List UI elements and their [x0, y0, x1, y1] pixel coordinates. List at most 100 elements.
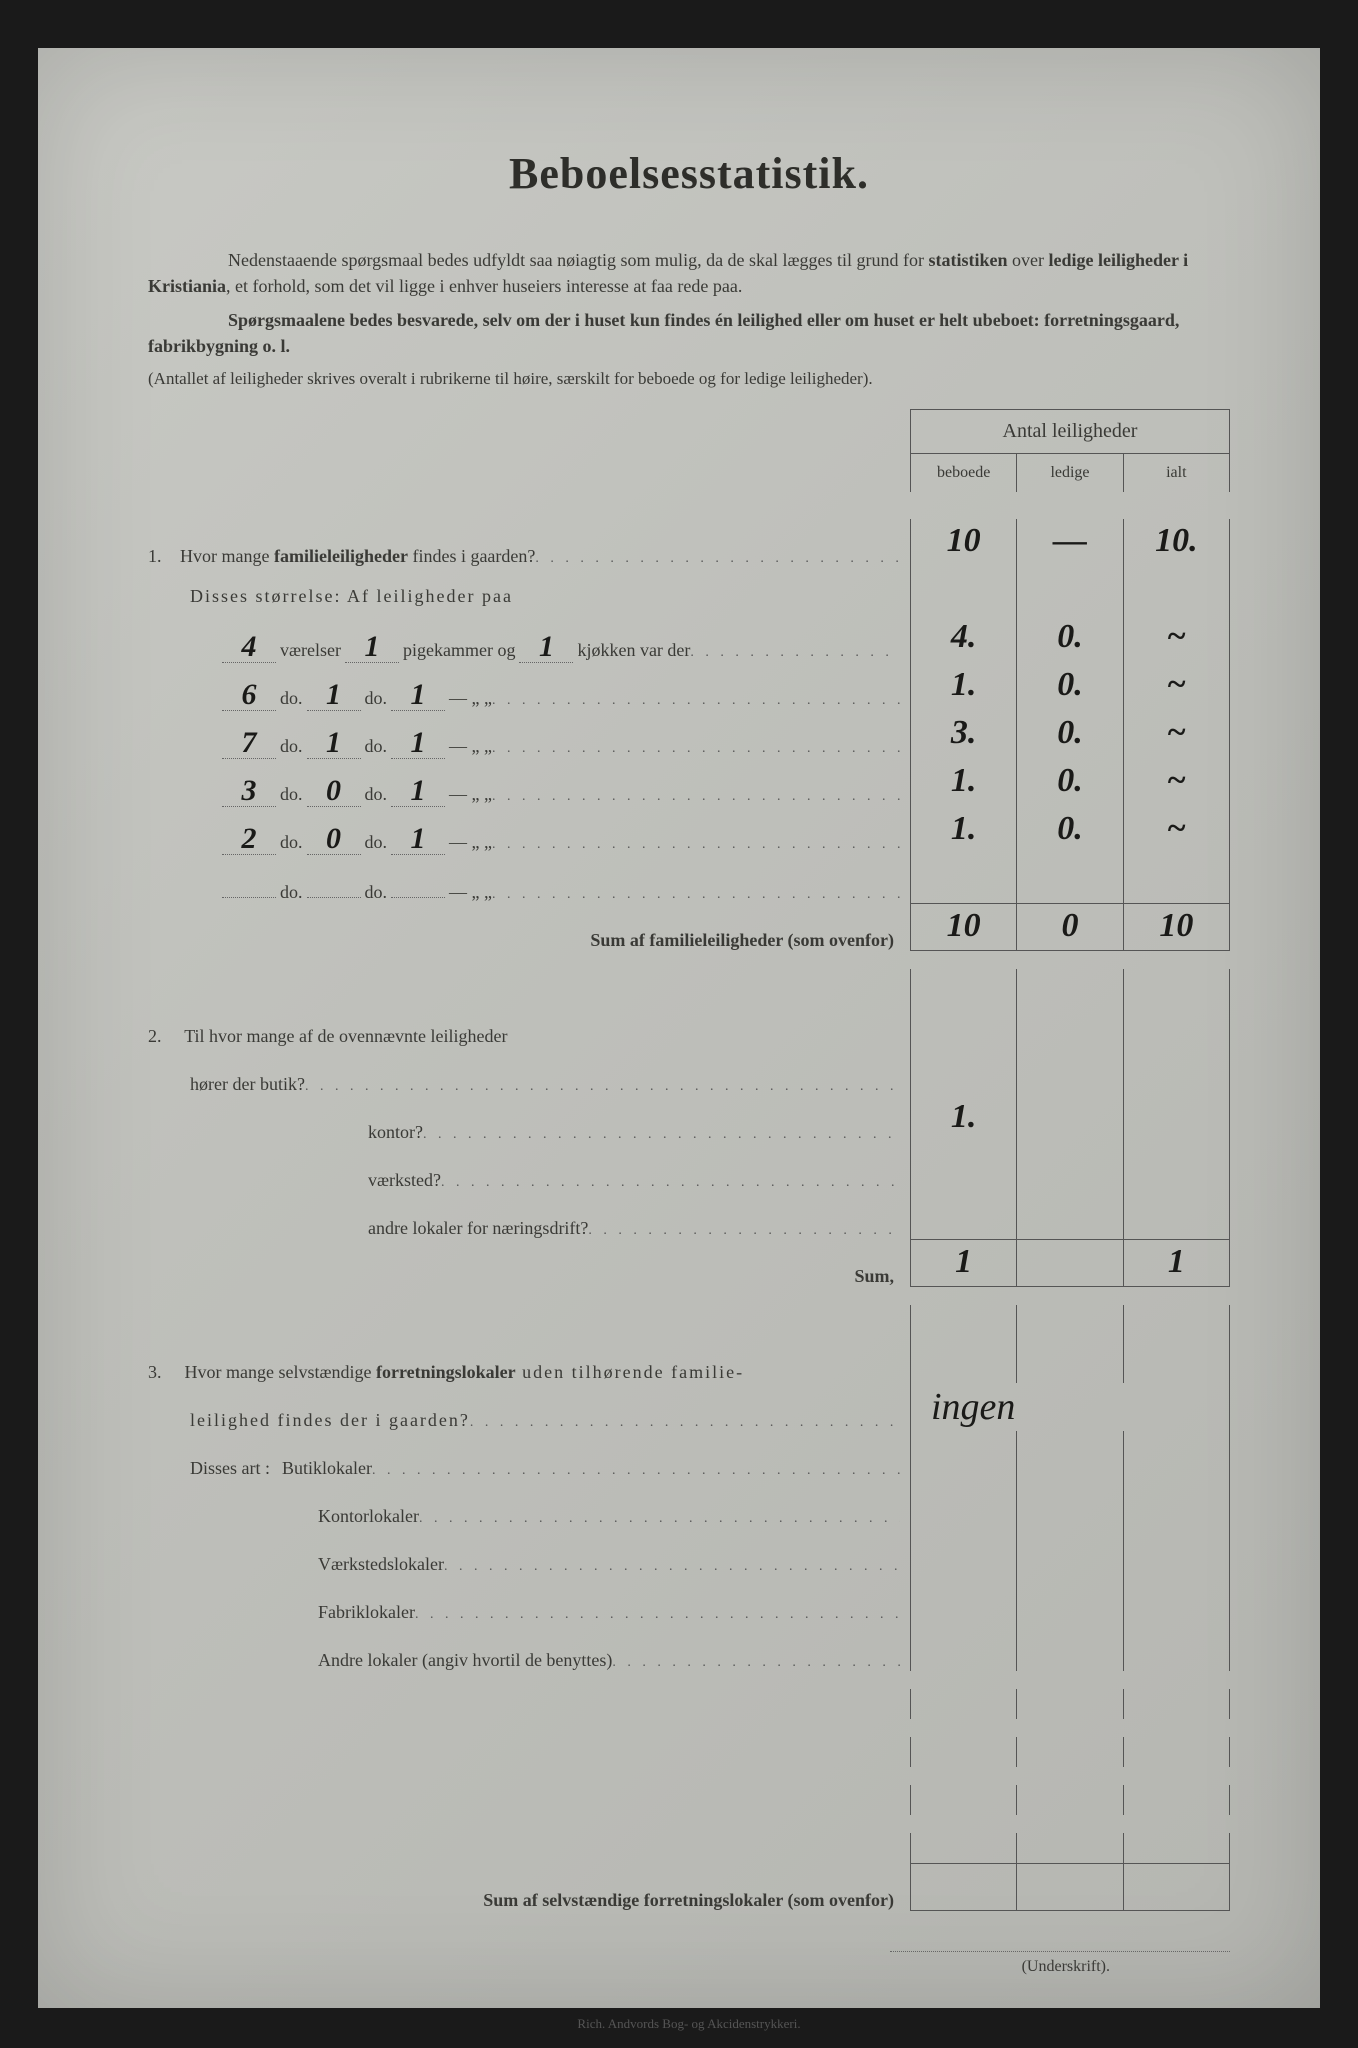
pigekammer-label: do.: [365, 736, 388, 757]
signature-label: (Underskrift).: [890, 1951, 1230, 1976]
kjokken-value: 1: [391, 680, 445, 711]
cell-ialt: ~: [1124, 807, 1230, 855]
document-page: Beboelsesstatistik. Nedenstaaende spørgs…: [58, 68, 1300, 1988]
dots: [441, 1170, 900, 1191]
pigekammer-value: [307, 897, 361, 898]
size-row: 6 do. 1 do. 1 — „ „ 1.0.~: [148, 663, 1230, 711]
pigekammer-label: do.: [365, 784, 388, 805]
intro-1c: over: [1008, 250, 1049, 270]
q3-answer: ingen: [931, 1385, 1015, 1429]
cell-beboede: [911, 1143, 1017, 1191]
kjokken-label: — „ „: [449, 832, 492, 853]
sum1-b: 10: [911, 903, 1017, 951]
q1-row: 1. Hvor mange familieleiligheder findes …: [148, 519, 1230, 567]
q3-line-text: Værkstedslokaler: [318, 1554, 444, 1575]
cell-ialt: [1124, 855, 1230, 903]
table-header: Antal leiligheder beboede ledige ialt: [910, 409, 1230, 492]
q3c: uden tilhørende familie-: [516, 1362, 744, 1382]
intro-para-3: (Antallet af leiligheder skrives overalt…: [148, 367, 1230, 391]
cell-ialt: ~: [1124, 711, 1230, 759]
gap-3d: [148, 1815, 1230, 1863]
q2-num: 2.: [148, 1026, 180, 1047]
q1-text-a: Hvor mange: [180, 546, 274, 566]
q3b: forretningslokaler: [376, 1362, 516, 1382]
q3-line-0: Butiklokaler: [282, 1458, 372, 1479]
size-row: 3 do. 0 do. 1 — „ „ 1.0.~: [148, 759, 1230, 807]
dots: [492, 832, 900, 853]
kjokken-label: — „ „: [449, 736, 492, 757]
q3-row-2: leilighed findes der i gaarden? ingen: [148, 1383, 1230, 1431]
size-row: 2 do. 0 do. 1 — „ „ 1.0.~: [148, 807, 1230, 855]
q3-line-text: Fabriklokaler: [318, 1602, 415, 1623]
q2-line-text: kontor?: [368, 1122, 423, 1143]
cell-beboede: 1.: [911, 759, 1017, 807]
intro-2a: Spørgsmaalene bedes besvarede, selv om d…: [148, 310, 1179, 356]
pigekammer-label: do.: [365, 688, 388, 709]
kjokken-value: [391, 897, 445, 898]
cell-ledige: 0.: [1017, 615, 1123, 663]
dots: [492, 784, 900, 805]
q3-line-text: Andre lokaler (angiv hvortil de benyttes…: [318, 1650, 612, 1671]
th-beboede: beboede: [911, 454, 1017, 492]
table-header-wrap: Antal leiligheder beboede ledige ialt: [148, 409, 1230, 519]
q2-text: Til hvor mange af de ovennævnte leilighe…: [184, 1026, 507, 1046]
dots: [492, 688, 900, 709]
th-ialt: ialt: [1124, 454, 1229, 492]
vaerelser-label: værelser: [280, 640, 341, 661]
kjokken-label: — „ „: [449, 688, 492, 709]
dots: [470, 1410, 900, 1431]
q1-ialt: 10.: [1124, 519, 1230, 567]
q3-line: Andre lokaler (angiv hvortil de benyttes…: [148, 1623, 1230, 1671]
cell-ledige: [1017, 855, 1123, 903]
q2-line: kontor?1.: [148, 1095, 1230, 1143]
dots: [423, 1122, 900, 1143]
vaerelser-label: do.: [280, 688, 303, 709]
q3-line: Kontorlokaler: [148, 1479, 1230, 1527]
cell-beboede: [911, 855, 1017, 903]
q3-text2: leilighed findes der i gaarden?: [190, 1410, 470, 1431]
kjokken-value: 1: [391, 776, 445, 807]
th-top: Antal leiligheder: [911, 410, 1229, 454]
q3-subhead-row: Disses art : Butiklokaler: [148, 1431, 1230, 1479]
cell-ledige: [1017, 1143, 1123, 1191]
kjokken-label: kjøkken var der: [577, 640, 690, 661]
pigekammer-label: do.: [365, 882, 388, 903]
scan-frame: Beboelsesstatistik. Nedenstaaende spørgs…: [38, 48, 1320, 2008]
q3-sub: Disses art :: [190, 1458, 270, 1479]
q3a: Hvor mange selvstændige: [185, 1362, 376, 1382]
cell-ledige: 0.: [1017, 807, 1123, 855]
cell-ledige: [1017, 1095, 1123, 1143]
vaerelser-label: do.: [280, 784, 303, 805]
q1-text-b: familieleiligheder: [274, 546, 408, 566]
dots: [588, 1218, 900, 1239]
dots: [372, 1458, 900, 1479]
cell-beboede: [911, 1191, 1017, 1239]
q2-row: 2. Til hvor mange af de ovennævnte leili…: [148, 999, 1230, 1047]
q1-ledige: —: [1017, 519, 1123, 567]
cell-ledige: 0.: [1017, 759, 1123, 807]
sum3-label: Sum af selvstændige forretningslokaler (…: [483, 1890, 894, 1910]
vaerelser-value: 2: [222, 824, 276, 855]
kjokken-value: 1: [391, 824, 445, 855]
gap-3b: [148, 1719, 1230, 1767]
pigekammer-label: do.: [365, 832, 388, 853]
vaerelser-value: 4: [222, 632, 276, 663]
q3-line-text: Kontorlokaler: [318, 1506, 419, 1527]
size-row: 7 do. 1 do. 1 — „ „ 3.0.~: [148, 711, 1230, 759]
pigekammer-label: pigekammer og: [403, 640, 515, 661]
sum1-l: 0: [1017, 903, 1123, 951]
pigekammer-value: 0: [307, 776, 361, 807]
sum2-label: Sum,: [854, 1266, 894, 1286]
q2-line: værksted?: [148, 1143, 1230, 1191]
dots: [415, 1602, 900, 1623]
sum2-l: [1017, 1239, 1123, 1287]
dots: [535, 546, 900, 567]
intro-para-2: Spørgsmaalene bedes besvarede, selv om d…: [148, 307, 1230, 359]
dots: [444, 1554, 900, 1575]
cell-beboede: [911, 1047, 1017, 1095]
intro-1e: , et forhold, som det vil ligge i enhver…: [226, 276, 742, 296]
q2-line-text: andre lokaler for næringsdrift?: [368, 1218, 588, 1239]
intro-1b: statistiken: [929, 250, 1008, 270]
q3-line: Værkstedslokaler: [148, 1527, 1230, 1575]
sum1-row: Sum af familieleiligheder (som ovenfor) …: [148, 903, 1230, 951]
